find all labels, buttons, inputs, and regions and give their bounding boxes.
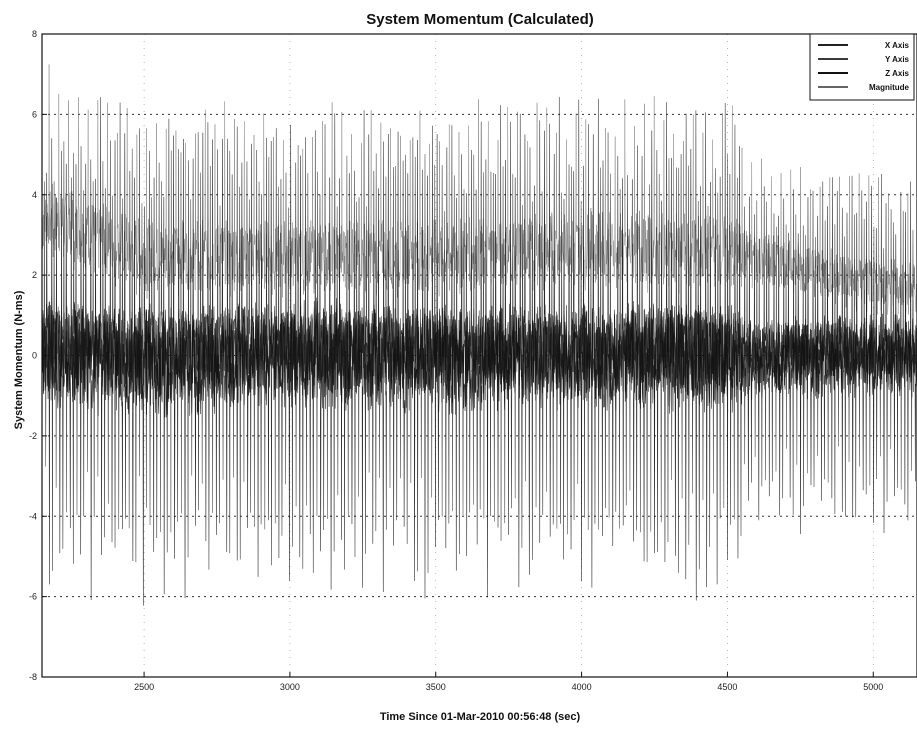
y-tick-label: 4 — [32, 190, 37, 200]
y-tick-label: 0 — [32, 351, 37, 361]
y-axis: -8 -6 -4 -2 0 2 4 6 8 — [29, 29, 47, 682]
chart-title: System Momentum (Calculated) — [366, 11, 594, 28]
legend-label: X Axis — [885, 41, 910, 50]
series-line-magnitude — [41, 64, 917, 315]
y-tick-label: -6 — [29, 592, 37, 602]
x-tick-label: 3000 — [280, 682, 300, 692]
x-axis-label: Time Since 01-Mar-2010 00:56:48 (sec) — [380, 711, 581, 723]
y-tick-label: 2 — [32, 270, 37, 280]
data-traces — [41, 64, 917, 606]
legend-label: Magnitude — [869, 83, 910, 92]
legend: X Axis Y Axis Z Axis Magnitude — [809, 33, 915, 101]
x-axis: 2500 3000 3500 4000 4500 5000 — [134, 672, 883, 692]
x-tick-label: 4500 — [717, 682, 737, 692]
series-line-z-axis — [41, 124, 917, 606]
legend-label: Z Axis — [885, 69, 909, 78]
y-tick-label: 8 — [32, 29, 37, 39]
y-tick-label: -2 — [29, 431, 37, 441]
y-tick-label: 6 — [32, 109, 37, 119]
y-tick-label: -4 — [29, 511, 37, 521]
y-tick-label: -8 — [29, 672, 37, 682]
x-tick-label: 4000 — [572, 682, 592, 692]
x-tick-label: 3500 — [426, 682, 446, 692]
x-tick-label: 2500 — [134, 682, 154, 692]
y-axis-label: System Momentum (N-ms) — [13, 290, 25, 429]
legend-label: Y Axis — [885, 55, 910, 64]
x-tick-label: 5000 — [863, 682, 883, 692]
